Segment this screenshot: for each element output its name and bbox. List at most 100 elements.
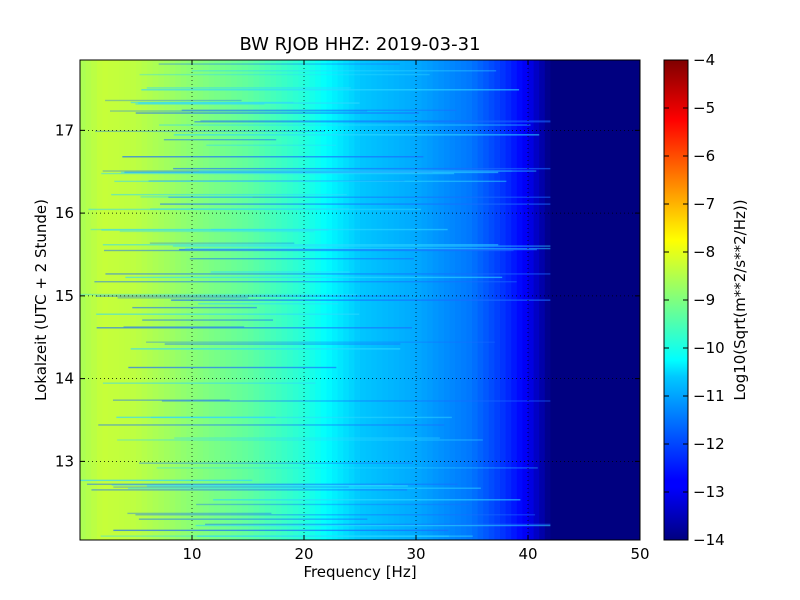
spectral-band	[173, 134, 540, 136]
spectral-band	[94, 281, 517, 283]
spectral-band	[111, 193, 347, 196]
spectral-band	[98, 424, 445, 426]
spectral-band	[122, 156, 424, 158]
colorbar-tick-label: −7	[693, 195, 715, 213]
spectral-band	[139, 462, 413, 464]
colorbar-tick-label: −8	[693, 243, 715, 261]
spectral-band	[96, 313, 360, 315]
y-tick-label: 17	[55, 121, 74, 139]
chart-title: BW RJOB HHZ: 2019-03-31	[239, 34, 480, 55]
spectral-band	[174, 437, 440, 439]
heatmap-cell	[589, 60, 596, 540]
heatmap-cell	[147, 60, 154, 540]
x-tick-label: 20	[294, 545, 313, 563]
spectral-band	[150, 208, 350, 210]
heatmap-cell	[623, 60, 630, 540]
spectral-band	[171, 299, 551, 301]
y-axis-ticks: 13 14 15 16 17	[55, 121, 640, 470]
spectral-band	[173, 167, 551, 170]
spectral-band	[146, 87, 351, 89]
heatmap-cell	[80, 60, 87, 540]
spectral-band	[140, 196, 253, 198]
heatmap-cell	[130, 60, 137, 540]
spectral-band	[113, 486, 349, 488]
spectral-band	[181, 109, 457, 111]
heatmap-cell	[85, 60, 92, 540]
spectral-band	[163, 139, 277, 141]
spectral-band	[80, 293, 357, 296]
spectral-band	[179, 248, 537, 251]
spectral-band	[172, 245, 551, 247]
spectral-band	[194, 121, 551, 123]
spectral-band	[135, 514, 536, 516]
colorbar-tick-label: −10	[693, 339, 725, 357]
spectral-band	[117, 439, 483, 441]
y-axis-label: Lokalzeit (UTC + 2 Stunde)	[32, 199, 50, 401]
y-tick-label: 13	[55, 452, 74, 470]
spectral-band	[105, 273, 551, 275]
colorbar-ticks: −4 −5 −6 −7 −8 −9 −10 −11 −12 −13 −14	[664, 51, 725, 549]
spectral-band	[125, 276, 503, 279]
spectral-band	[210, 271, 350, 273]
heatmap-cell	[136, 60, 143, 540]
colorbar-tick-label: −11	[693, 387, 725, 405]
colorbar-tick-label: −14	[693, 531, 725, 549]
spectral-band	[161, 400, 551, 402]
spectral-band	[121, 171, 499, 174]
colorbar-tick-label: −4	[693, 51, 715, 69]
x-axis-ticks: 10 20 30 40 50	[182, 60, 650, 563]
x-tick-label: 40	[518, 545, 537, 563]
heatmap-cell	[141, 60, 148, 540]
spectral-band	[102, 382, 316, 384]
heatmap-cell	[102, 60, 109, 540]
spectral-band	[86, 483, 458, 485]
heatmap-cell	[124, 60, 131, 540]
y-tick-label: 15	[55, 287, 74, 305]
colorbar-label: Log10(Sqrt(m**2/s**2/Hz))	[731, 199, 749, 400]
spectral-band	[102, 244, 499, 246]
heatmap-cell	[612, 60, 619, 540]
colorbar: −4 −5 −6 −7 −8 −9 −10 −11 −12 −13 −14 Log10(Sqrt(m…	[663, 51, 749, 549]
spectral-band	[146, 341, 495, 343]
spectral-band	[141, 89, 520, 91]
spectral-band	[96, 327, 412, 329]
spectral-band	[164, 343, 401, 345]
spectral-band	[103, 249, 514, 252]
spectral-band	[189, 258, 414, 260]
spectral-band	[146, 485, 408, 487]
colorbar-tick-label: −5	[693, 99, 715, 117]
spectral-band	[111, 484, 393, 486]
spectral-band	[117, 297, 249, 299]
heatmap-cell	[617, 60, 624, 540]
spectral-band	[100, 535, 449, 537]
spectral-band	[123, 326, 245, 328]
heatmap-cell	[550, 60, 557, 540]
spectral-band	[156, 467, 538, 469]
spectral-band	[200, 120, 551, 122]
spectral-band	[158, 63, 400, 65]
spectral-band	[139, 73, 430, 76]
spectral-band	[149, 242, 295, 244]
spectral-band	[132, 306, 257, 309]
y-tick-label: 16	[55, 204, 74, 222]
spectral-band	[130, 348, 401, 350]
spectral-band	[102, 170, 513, 172]
spectral-band	[128, 487, 481, 489]
spectral-band	[105, 99, 242, 102]
spectral-band	[191, 70, 497, 72]
spectral-band	[114, 180, 507, 183]
spectral-band	[195, 524, 551, 527]
spectral-band	[135, 103, 265, 105]
spectral-band	[116, 416, 276, 419]
spectral-band	[91, 489, 408, 491]
heatmap-cell	[119, 60, 126, 540]
spectral-band	[196, 503, 470, 506]
grid-lines	[80, 60, 640, 540]
spectral-band	[101, 172, 455, 175]
spectral-band	[211, 228, 448, 231]
heatmap-cell	[164, 60, 171, 540]
heatmap-cell	[561, 60, 568, 540]
heatmap-cell	[152, 60, 159, 540]
spectral-band	[80, 479, 253, 482]
